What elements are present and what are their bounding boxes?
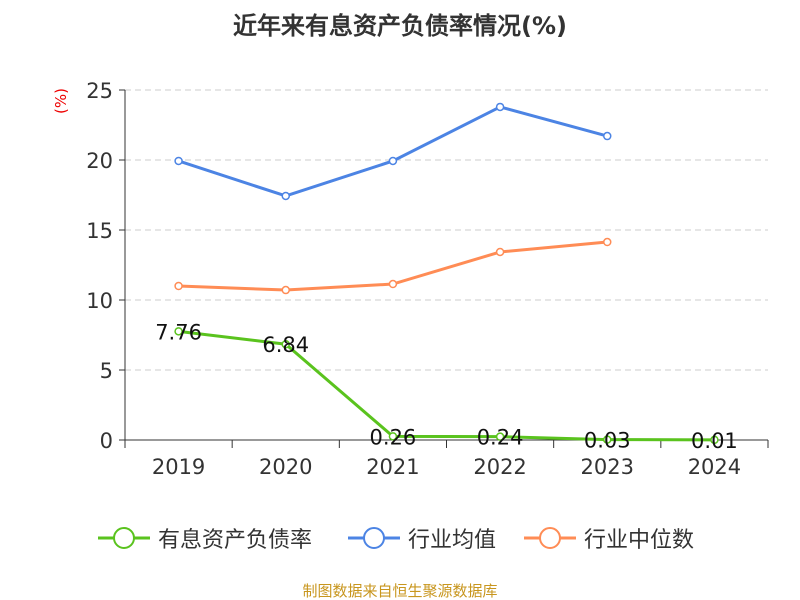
data-point (495, 102, 505, 112)
y-tick-label: 15 (86, 219, 113, 243)
x-tick-label: 2024 (688, 455, 741, 479)
data-point (603, 131, 612, 141)
legend-label: 行业中位数 (584, 528, 695, 553)
y-tick-label: 25 (86, 79, 113, 103)
series-line (178, 329, 715, 442)
chart-title: 近年来有息资产负债率情况(%) (233, 12, 567, 40)
x-tick-label: 2022 (473, 455, 526, 479)
data-point (174, 156, 183, 166)
data-point (281, 191, 290, 201)
data-point (174, 327, 183, 336)
legend-marker-icon (98, 527, 150, 549)
data-point (388, 279, 398, 289)
data-point (495, 247, 505, 257)
data-point (281, 285, 290, 295)
x-tick-label: 2023 (581, 455, 634, 479)
legend-marker-icon (348, 527, 400, 549)
data-label: 7.76 (155, 320, 202, 344)
x-tick-label: 2021 (366, 455, 419, 479)
source-footer: 制图数据来自恒生聚源数据库 (302, 582, 498, 600)
series-line (178, 105, 608, 198)
y-tick-label: 10 (86, 289, 113, 313)
data-point (174, 281, 183, 291)
data-point (603, 237, 612, 247)
y-tick-label: 20 (86, 149, 113, 173)
legend-marker-icon (524, 527, 576, 549)
data-point (388, 156, 398, 166)
legend-item[interactable]: 行业中位数 (524, 522, 694, 554)
data-point (495, 432, 505, 441)
data-label: 0.03 (584, 429, 631, 453)
data-point (710, 435, 719, 445)
data-point (281, 339, 290, 349)
y-tick-label: 5 (100, 359, 113, 383)
data-label: 6.84 (262, 333, 309, 357)
y-tick-label: 0 (100, 429, 113, 453)
data-label: 0.26 (370, 425, 417, 449)
data-label: 0.01 (691, 429, 738, 453)
legend-item[interactable]: 行业均值 (348, 522, 496, 554)
legend-label: 有息资产负债率 (158, 528, 313, 553)
data-label: 0.24 (477, 426, 524, 450)
x-tick-label: 2019 (152, 455, 205, 479)
data-point (603, 435, 612, 444)
legend-item[interactable]: 有息资产负债率 (98, 522, 312, 554)
legend-label: 行业均值 (408, 528, 497, 553)
data-point (388, 432, 398, 441)
x-tick-label: 2020 (259, 455, 312, 479)
